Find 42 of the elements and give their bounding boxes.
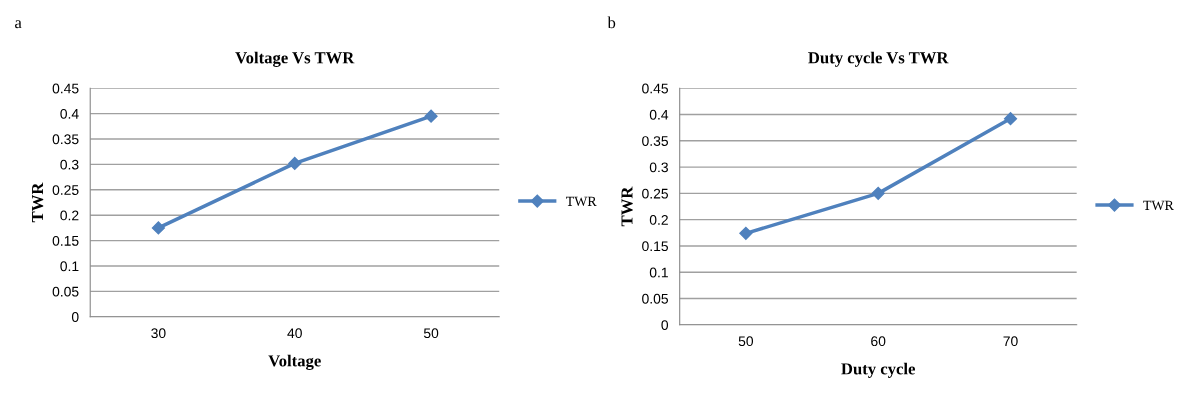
- text: b: [607, 16, 616, 29]
- y-tick-label: 0.15: [642, 241, 668, 252]
- y-tick-label: 0.35: [642, 136, 668, 146]
- y-tick-label: 0.2: [649, 214, 668, 225]
- point: [424, 109, 438, 123]
- y-tick-label: 0: [661, 320, 669, 330]
- x-axis-title: Voltage: [268, 354, 321, 370]
- x-tick-label: 60: [871, 336, 886, 347]
- y-tick-label: 0: [71, 312, 79, 322]
- x-axis-title: Duty cycle: [841, 362, 916, 378]
- legend-label: TWR: [1143, 200, 1174, 211]
- y-tick-label: 0.25: [642, 188, 668, 199]
- point: [739, 226, 753, 240]
- y-tick-label: 0.4: [649, 109, 669, 120]
- point: [1003, 112, 1018, 126]
- chart-title: Duty cycle Vs TWR: [808, 51, 949, 67]
- y-tick-label: 0.1: [60, 261, 79, 272]
- point: [288, 156, 302, 170]
- y-tick-label: 0.35: [52, 134, 79, 145]
- y-tick-label: 0.2: [60, 210, 79, 221]
- y-tick-label: 0.05: [52, 286, 79, 297]
- y-tick-label: 0.4: [60, 108, 79, 119]
- point: [871, 186, 885, 200]
- x-tick-label: 70: [1003, 336, 1018, 347]
- y-axis-title: TWR: [621, 186, 633, 227]
- y-tick-label: 0.45: [52, 83, 79, 94]
- point: [151, 221, 165, 235]
- legend-label: TWR: [566, 196, 597, 207]
- y-tick-label: 0.05: [642, 293, 668, 304]
- x-tick-label: 30: [151, 328, 166, 339]
- y-tick-label: 0.25: [52, 185, 79, 195]
- y-tick-label: 0.3: [649, 162, 668, 173]
- y-tick-label: 0.1: [649, 267, 668, 278]
- x-tick-label: 40: [287, 328, 302, 339]
- y-tick-label: 0.45: [642, 83, 668, 94]
- chart-title: Voltage Vs TWR: [235, 51, 355, 67]
- y-axis-title: TWR: [32, 182, 44, 223]
- text: a: [15, 20, 22, 29]
- y-tick-label: 0.3: [60, 159, 79, 170]
- x-tick-label: 50: [423, 328, 439, 339]
- y-tick-label: 0.15: [52, 235, 79, 246]
- x-tick-label: 50: [738, 336, 754, 347]
